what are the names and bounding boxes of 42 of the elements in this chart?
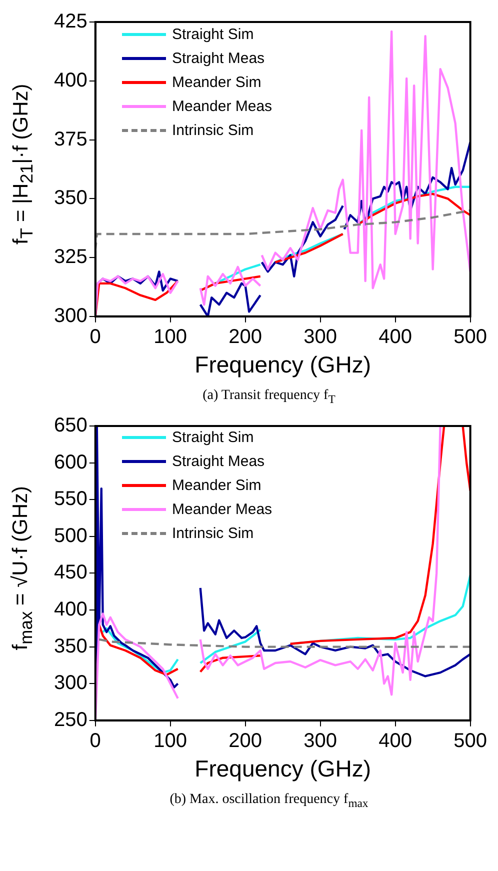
legend-label: Meander Meas xyxy=(172,501,272,518)
legend-label: Meander Meas xyxy=(172,98,272,114)
x-tick-label: 500 xyxy=(454,326,488,348)
y-tick-label: 325 xyxy=(54,246,88,268)
x-tick-label: 300 xyxy=(304,730,338,752)
y-tick-label: 300 xyxy=(54,304,88,327)
y-tick-label: 600 xyxy=(54,451,88,474)
x-tick-label: 300 xyxy=(304,326,338,348)
x-tick-label: 400 xyxy=(378,730,412,752)
x-tick-label: 0 xyxy=(90,730,101,752)
legend-label: Intrinsic Sim xyxy=(172,525,254,542)
legend-label: Straight Sim xyxy=(172,26,254,42)
y-tick-label: 300 xyxy=(54,672,88,694)
x-tick-label: 100 xyxy=(154,326,188,348)
text: (a) Transit frequency f$_{T}$ xyxy=(202,388,336,406)
y-tick-label: 650 xyxy=(54,414,88,436)
x-axis-title: Frequency (GHz) xyxy=(194,755,372,782)
y-tick-label: 550 xyxy=(54,488,88,510)
y-tick-label: 425 xyxy=(54,10,88,33)
y-tick-label: 400 xyxy=(54,69,88,92)
legend-label: Meander Sim xyxy=(172,477,262,494)
x-axis-title: Frequency (GHz) xyxy=(194,352,372,378)
legend-label: Meander Sim xyxy=(172,74,262,90)
x-tick-label: 500 xyxy=(454,730,488,752)
legend-label: Intrinsic Sim xyxy=(172,122,254,138)
legend-label: Straight Sim xyxy=(172,429,254,446)
y-tick-label: 375 xyxy=(54,128,88,150)
text: (b) Max. oscillation frequency f$_{max}$ xyxy=(168,792,370,810)
y-tick-label: 250 xyxy=(54,708,88,731)
x-tick-label: 100 xyxy=(154,730,188,752)
y-tick-label: 500 xyxy=(54,524,88,547)
line-series xyxy=(98,638,470,648)
legend-label: Straight Meas xyxy=(172,50,265,66)
x-tick-label: 200 xyxy=(228,730,262,752)
y-tick-label: 350 xyxy=(54,635,88,658)
y-tick-label: 450 xyxy=(54,562,88,584)
x-tick-label: 400 xyxy=(378,326,412,348)
y-tick-label: 350 xyxy=(54,187,88,210)
legend-label: Straight Meas xyxy=(172,453,265,470)
y-tick-label: 400 xyxy=(54,598,88,620)
x-tick-label: 200 xyxy=(228,326,262,348)
x-tick-label: 0 xyxy=(90,326,101,348)
